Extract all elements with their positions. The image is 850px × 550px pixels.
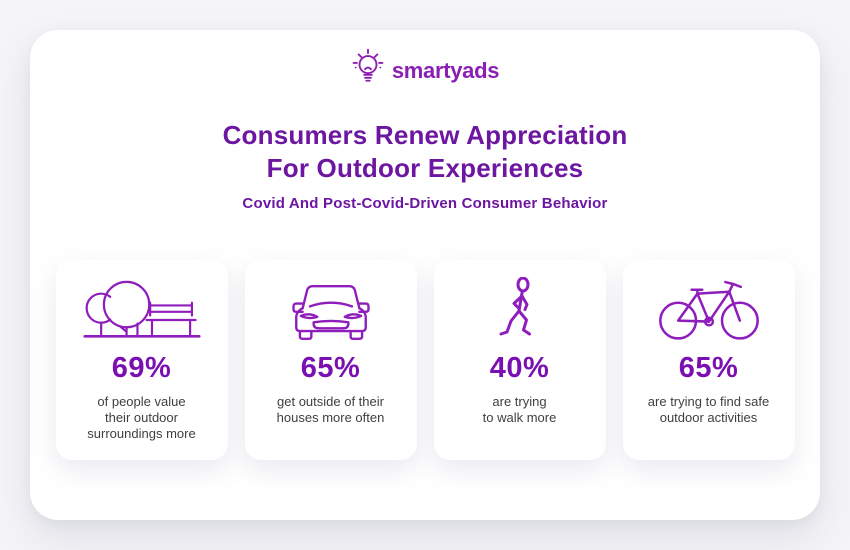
- stat-percent: 69%: [111, 352, 172, 384]
- stat-description: are trying to find safe outdoor activiti…: [647, 394, 770, 425]
- brand-logo-text: smartyads: [391, 57, 500, 83]
- stat-percent: 40%: [489, 352, 550, 384]
- stat-cards-row: 69% of people value their outdoor surrou…: [30, 260, 820, 460]
- stat-description: of people value their outdoor surroundin…: [87, 394, 196, 441]
- infographic-panel: smartyads Consumers Renew Appreciation F…: [30, 30, 820, 520]
- car-icon: [284, 274, 378, 346]
- lightbulb-idea-icon: [351, 48, 385, 93]
- stat-description: get outside of their houses more often: [276, 394, 385, 425]
- walking-person-icon: [499, 274, 541, 346]
- stat-card-outdoor-surroundings: 69% of people value their outdoor surrou…: [55, 260, 228, 460]
- page-subtitle: Covid And Post-Covid-Driven Consumer Beh…: [242, 195, 608, 212]
- page-title: Consumers Renew Appreciation For Outdoor…: [222, 120, 628, 183]
- stat-card-get-outside: 65% get outside of their houses more oft…: [244, 260, 417, 460]
- park-trees-bench-icon: [82, 274, 201, 346]
- bicycle-icon: [656, 274, 762, 346]
- stat-card-safe-activities: 65% are trying to find safe outdoor acti…: [622, 260, 795, 460]
- stat-description: are trying to walk more: [482, 394, 557, 425]
- stat-percent: 65%: [300, 352, 361, 384]
- brand-logo: smartyads: [30, 30, 820, 93]
- stat-percent: 65%: [678, 352, 739, 384]
- stat-card-walk-more: 40% are trying to walk more: [433, 260, 606, 460]
